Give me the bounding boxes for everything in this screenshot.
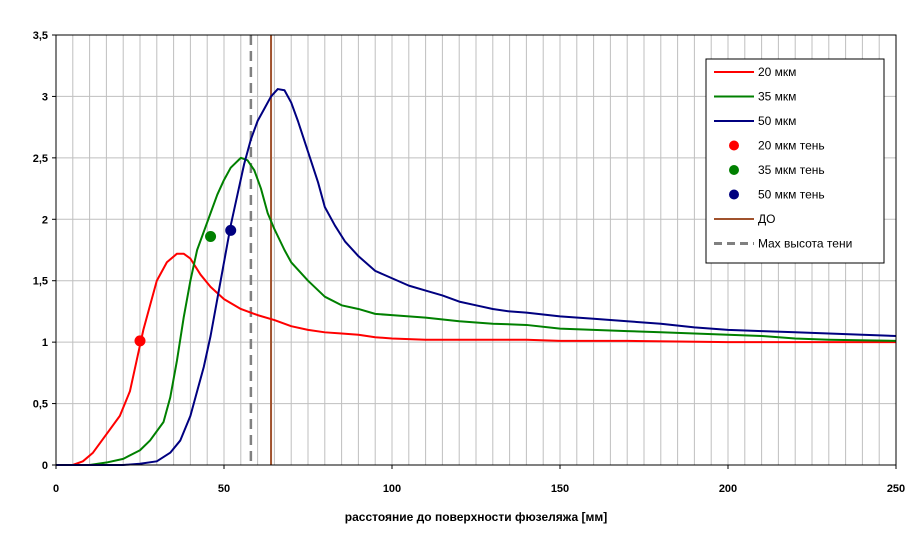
shadow-point-1 bbox=[134, 335, 146, 347]
series-line-2 bbox=[56, 156, 897, 466]
shadow-point-3 bbox=[225, 224, 237, 236]
y-tick-labels: 0 0,5 1 1,5 2 2,5 3 3,5 bbox=[33, 30, 56, 472]
legend-swatch bbox=[729, 165, 739, 175]
grid-layer bbox=[56, 35, 896, 465]
legend-label: 20 мкм bbox=[758, 65, 796, 79]
y-tick-label: 3 bbox=[42, 91, 48, 103]
legend-label: 50 мкм тень bbox=[758, 188, 825, 202]
y-tick-label: 1,5 bbox=[33, 276, 48, 288]
y-tick-label: 0 bbox=[42, 460, 48, 472]
plot-area-border bbox=[55, 34, 897, 466]
legend-label: Max высота тени bbox=[758, 237, 852, 251]
legend-label: ДО bbox=[758, 212, 775, 226]
legend: 20 мкм 35 мкм 50 мкм 20 мкм тень 35 мкм тень… bbox=[705, 58, 885, 264]
series-line-3 bbox=[56, 88, 897, 466]
series-layer bbox=[56, 88, 897, 466]
legend-swatch bbox=[729, 189, 739, 200]
legend-label: 50 мкм bbox=[758, 114, 796, 128]
reference-lines-layer bbox=[249, 35, 273, 465]
x-tick-label: 100 bbox=[383, 483, 401, 495]
marker-layer bbox=[134, 224, 237, 347]
x-tick-labels: 0 50 100 150 200 250 bbox=[53, 465, 905, 495]
legend-label: 35 мкм тень bbox=[758, 163, 825, 177]
series-line-1 bbox=[56, 252, 896, 466]
y-tick-label: 2,5 bbox=[33, 153, 48, 165]
x-tick-label: 150 bbox=[551, 483, 569, 495]
y-tick-label: 1 bbox=[42, 337, 48, 349]
x-tick-label: 50 bbox=[218, 483, 230, 495]
legend-label: 20 мкм тень bbox=[758, 139, 825, 153]
x-tick-label: 200 bbox=[719, 483, 737, 495]
x-tick-label: 0 bbox=[53, 483, 59, 495]
legend-box bbox=[705, 58, 885, 264]
y-tick-label: 2 bbox=[42, 214, 48, 226]
x-axis-title: расстояние до поверхности фюзеляжа [мм] bbox=[345, 510, 607, 524]
legend-label: 35 мкм bbox=[758, 90, 796, 104]
legend-swatch bbox=[729, 140, 739, 151]
x-tick-label: 250 bbox=[887, 483, 905, 495]
shadow-point-2 bbox=[205, 230, 217, 242]
y-tick-label: 0,5 bbox=[33, 399, 48, 411]
y-tick-label: 3,5 bbox=[33, 30, 48, 42]
